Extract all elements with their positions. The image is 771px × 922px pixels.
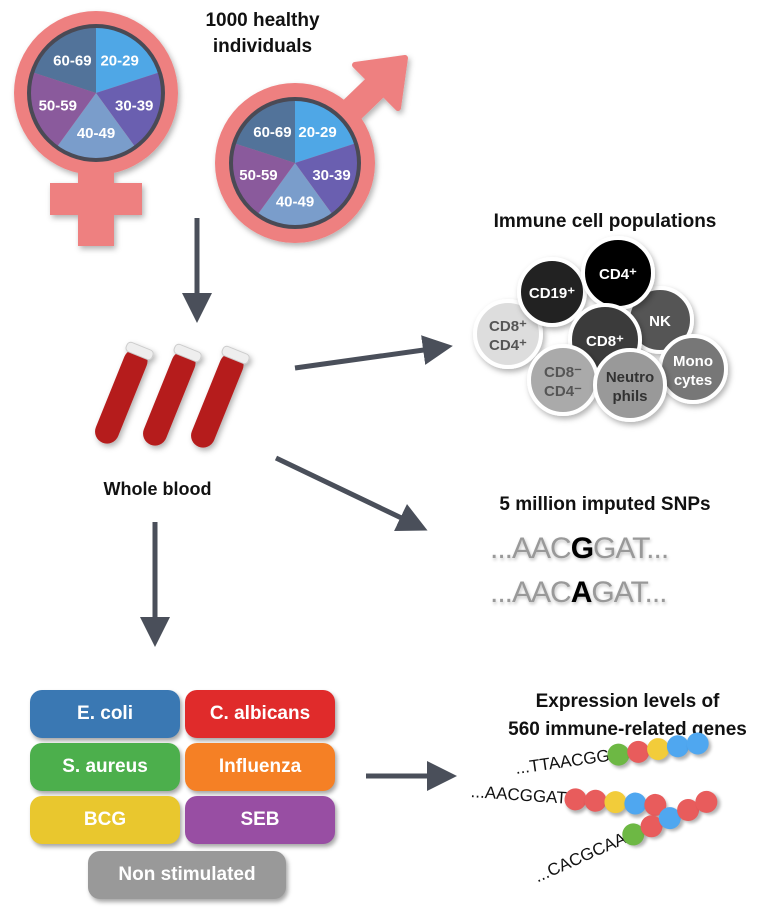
cell-label: cytes [674, 372, 712, 389]
expression-dot [685, 731, 711, 756]
cell-label: Neutro [606, 369, 654, 386]
snps-title: 5 million imputed SNPs [499, 494, 711, 515]
cell-label: CD19⁺ [529, 285, 575, 302]
age-label: 30-39 [115, 97, 153, 114]
stimulus-seb: SEB [185, 796, 335, 844]
cell-label: phils [612, 388, 647, 405]
snp-sequence-2: ...AACAGAT... [490, 576, 668, 609]
snp-allele: A [570, 576, 593, 609]
cell-label: CD4⁺ [489, 337, 527, 354]
arrow-right-icon [294, 335, 453, 371]
pie-slice-40-49 [257, 163, 333, 227]
pie-slice-50-59 [231, 143, 295, 215]
cell-0: CD8⁺ CD4⁺ [473, 299, 543, 369]
cohort-title: 1000 healthy individuals [185, 8, 340, 60]
expression-title: Expression levels of 560 immune-related … [470, 688, 771, 744]
cell-6: Mono cytes [658, 334, 728, 404]
cell-label: Mono [673, 353, 713, 370]
age-label: 30-39 [312, 167, 350, 184]
cohort-title-line2: individuals [212, 36, 313, 57]
pie-slice-20-29 [96, 26, 160, 93]
pie-slice-20-29 [295, 99, 356, 163]
cell-5: CD8⁻ CD4⁻ [527, 344, 599, 416]
male-age-pie: 20-29 30-39 40-49 50-59 60-69 [229, 97, 361, 229]
immune-title: Immune cell populations [493, 211, 717, 232]
cell-label: CD4⁺ [599, 266, 637, 283]
age-label: 20-29 [100, 52, 138, 69]
age-label: 50-59 [39, 97, 77, 114]
cell-3: CD4⁺ [581, 236, 655, 310]
snp-allele: G [570, 532, 594, 565]
cell-label: CD4⁻ [544, 383, 582, 400]
pie-slice-60-69 [32, 26, 96, 93]
cell-1: CD19⁺ [517, 257, 587, 327]
age-label: 60-69 [53, 52, 91, 69]
pie-slice-40-49 [56, 93, 136, 160]
expression-title-line2: 560 immune-related genes [508, 719, 747, 740]
stimulus-influenza: Influenza [185, 743, 335, 791]
age-label: 40-49 [77, 125, 115, 142]
stimulus-non-stimulated: Non stimulated [88, 851, 286, 899]
age-label: 40-49 [276, 193, 314, 210]
immune-cells: CD8⁺CD4⁺CD19⁺NKCD4⁺CD8⁺CD8⁻CD4⁻Monocytes… [473, 236, 728, 422]
stimulus-bcg: BCG [30, 796, 180, 844]
whole-blood-label: Whole blood [103, 479, 212, 499]
pie-slice-30-39 [96, 72, 163, 148]
blood-tubes-icon [95, 341, 250, 448]
cell-7: Neutro phils [593, 348, 667, 422]
stimulus-s-aureus: S. aureus [30, 743, 180, 791]
stimulus-e-coli: E. coli [30, 690, 180, 738]
cell-label: CD8⁻ [544, 364, 582, 381]
arrow-right-icon [274, 455, 428, 532]
cohort-title-line1: 1000 healthy [205, 10, 320, 31]
expression-title-line1: Expression levels of [535, 691, 720, 712]
pie-slice-60-69 [234, 99, 295, 163]
pie-slice-30-39 [295, 143, 359, 215]
cell-label: CD8⁺ [586, 333, 624, 350]
cell-label: CD8⁺ [489, 318, 527, 335]
stimulus-c-albicans: C. albicans [185, 690, 335, 738]
age-label: 60-69 [253, 124, 291, 141]
age-label: 20-29 [298, 124, 336, 141]
snp-sequence-1: ...AACGGAT... [490, 532, 669, 565]
age-label: 50-59 [239, 167, 277, 184]
cell-label: NK [649, 313, 671, 330]
pie-slice-50-59 [29, 72, 97, 148]
